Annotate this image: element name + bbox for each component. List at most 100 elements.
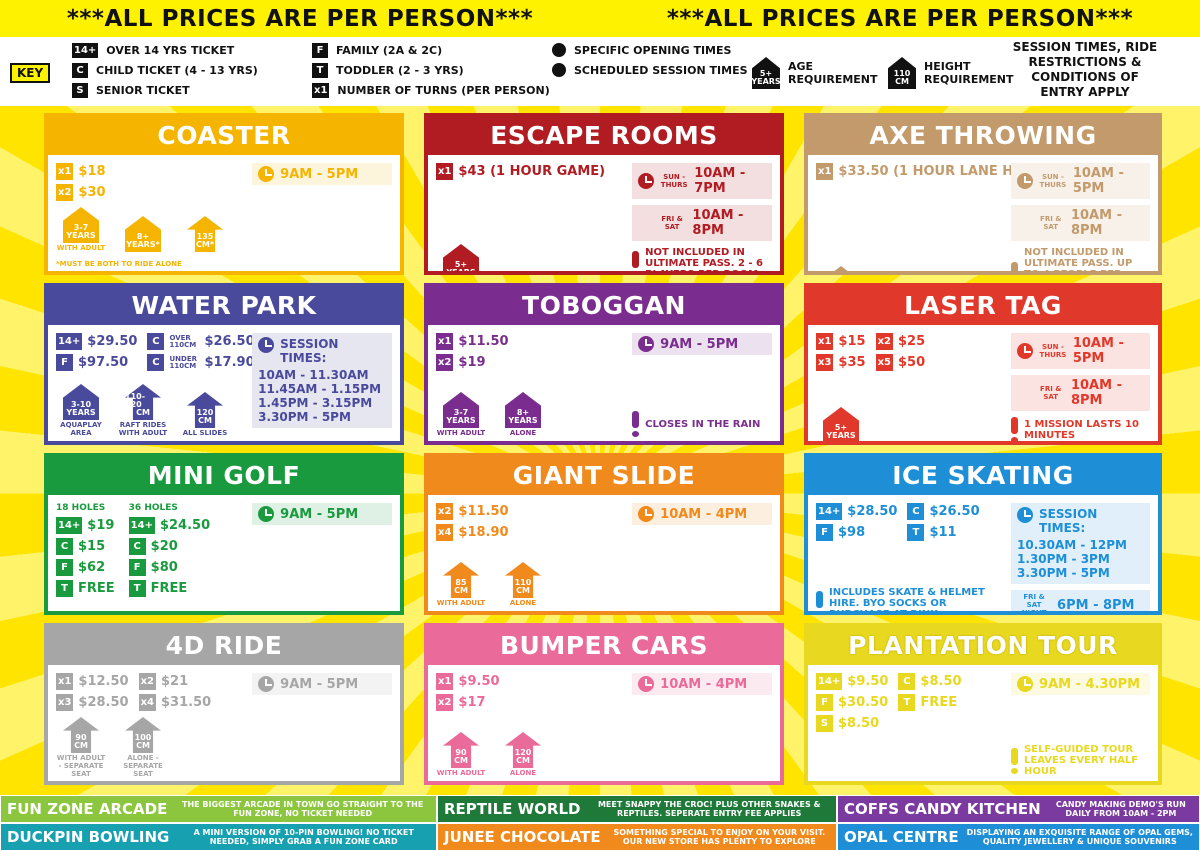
price: x2 $17	[436, 694, 500, 711]
requirement-badge: 135 CM*	[187, 216, 223, 252]
card-body: x1 $33.50 (1 HOUR LANE HIRE) 5+YEARS SUN - …	[808, 155, 1158, 271]
ticket-badge: x2	[875, 333, 893, 350]
alert-icon	[1011, 747, 1019, 774]
requirement: 5+YEARS	[816, 266, 866, 271]
badge-line: 3-7	[73, 223, 89, 232]
right-col: SUN - THURS 10AM - 5PM FRI & SAT 10AM - 8PM…	[1011, 163, 1150, 271]
ticket-badge: x1	[436, 333, 454, 350]
session-time: 11.45AM - 1.15PM	[258, 382, 382, 396]
requirement-badge: 8+ YEARS*	[125, 216, 161, 252]
price: x2 $30	[56, 184, 106, 201]
ticket-badge: x1	[436, 673, 454, 690]
badge-line: CM	[454, 756, 468, 765]
ticket-badge: C	[147, 354, 165, 371]
price-area: x1 $33.50 (1 HOUR LANE HIRE)	[816, 163, 1043, 180]
requirements: 90 CM WITH ADULT - SEPARATE SEAT 100 CM ALONE…	[56, 717, 244, 778]
night-days: FRI & SAT NIGHT	[1021, 593, 1047, 615]
session-time: 10AM - 11.30AM	[258, 368, 369, 382]
note: NOT INCLUDED IN ULTIMATE PASS. UP TO 4 P…	[1011, 247, 1150, 271]
price-value: $62	[78, 560, 106, 575]
clock-icon	[1017, 507, 1034, 523]
session-title: SESSION TIMES:	[1039, 507, 1098, 535]
right-col: SUN - THURS 10AM - 5PM FRI & SAT 10AM - 8PM…	[1011, 333, 1150, 441]
ticket-badge: x1	[816, 163, 834, 180]
price-value: $35	[838, 355, 866, 370]
attraction-card: ESCAPE ROOMS x1 $43 (1 HOUR GAME) 5+ YEARS SU…	[424, 113, 784, 275]
left-col: x1 $33.50 (1 HOUR LANE HIRE) 5+YEARS	[816, 163, 1043, 271]
ticket-badge: F	[128, 559, 146, 576]
attraction-card: TOBOGGAN x1 $11.50 x2 $19 3-7 YEARS WITH ADULT 8…	[424, 283, 784, 445]
price-value: $30	[78, 185, 106, 200]
ticket-badge: x4	[138, 694, 157, 711]
clock-icon	[552, 43, 566, 57]
attraction-card: ICE SKATING 14+ $28.50 C $26.50 F $98 T $11 INCLU…	[804, 453, 1162, 615]
price-group: x1 $9.50 x2 $17	[436, 673, 500, 711]
time-box: 9AM - 5PM	[252, 673, 392, 695]
price-value: $18.90	[458, 525, 509, 540]
extras-strip: FUN ZONE ARCADE THE BIGGEST ARCADE IN TOW…	[0, 795, 1200, 851]
badge-line: 85	[455, 578, 467, 587]
price-value: $28.50	[78, 695, 129, 710]
ticket-badge: F	[816, 694, 833, 711]
ticket-badge: C	[898, 673, 916, 690]
key-text: CHILD TICKET (4 - 13 YRS)	[96, 63, 258, 77]
card-title: PLANTATION TOUR	[808, 627, 1158, 665]
price-value: $25	[897, 334, 926, 349]
price: T FREE	[56, 580, 115, 597]
key-text: SENIOR TICKET	[96, 83, 190, 97]
badge-line: CM	[895, 77, 909, 86]
price: C $15	[56, 538, 115, 555]
badge-line: 110	[893, 69, 911, 78]
clock-icon	[258, 337, 275, 353]
time-days: FRI & SAT	[661, 215, 683, 231]
card-title: ESCAPE ROOMS	[428, 117, 780, 155]
price-group: x1 $12.50 x2 $21 x3 $28.50 x4 $31.50	[56, 673, 211, 711]
card-body: x1 $43 (1 HOUR GAME) 5+ YEARS SUN - THURS 10A…	[428, 155, 780, 271]
requirement-caption: ALONE	[509, 429, 537, 437]
requirement: 5+YEARS	[436, 244, 486, 271]
time-days: SUN - THURS	[1039, 343, 1067, 359]
price-group: x1 $15 x2 $25 x3 $35 x5 $50	[816, 333, 925, 371]
price-value: $11.50	[458, 334, 509, 349]
badge-line: YEARS*	[126, 240, 160, 249]
extra-name: DUCKPIN BOWLING	[7, 828, 170, 846]
card-title: TOBOGGAN	[428, 287, 780, 325]
card-body: 18 HOLES 14+ $19 C $15 F $62 T FREE 36 HOLES 14+ $2…	[48, 495, 400, 611]
badge-line: 110-120	[125, 392, 146, 409]
requirement-badge: 120 CM	[187, 392, 223, 428]
price: x2 $21	[138, 673, 212, 690]
card-title: COASTER	[48, 117, 400, 155]
time-box: FRI & SAT 10AM - 8PM	[632, 205, 772, 241]
card-body: x1 $12.50 x2 $21 x3 $28.50 x4 $31.50 90 CM WITH AD…	[48, 665, 400, 781]
price: C $26.50	[907, 503, 980, 520]
price-value: $18	[78, 164, 106, 179]
requirement: 110 CM ALONE	[498, 562, 548, 607]
price-area: 14+ $9.50 C $8.50 F $30.50 T FREE S $8.50	[816, 673, 1003, 732]
group-label: 36 HOLES	[128, 503, 178, 513]
time-box: 9AM - 5PM	[252, 503, 392, 525]
price-value: $11	[929, 525, 957, 540]
price-group: x1 $33.50 (1 HOUR LANE HIRE)	[816, 163, 1043, 180]
price: x5 $50	[875, 354, 925, 371]
note-text: 1 MISSION LASTS 10 MINUTES	[1024, 419, 1139, 441]
price-value: $11.50	[458, 504, 509, 519]
ticket-badge: F	[816, 524, 833, 541]
ticket-badge: C	[147, 333, 165, 350]
price-value: $19	[87, 518, 115, 533]
extra-text: MEET SNAPPY THE CROC! PLUS OTHER SNAKES …	[597, 800, 821, 818]
price-value: $24.50	[159, 518, 211, 533]
session-title: SESSION TIMES:	[280, 337, 339, 365]
price-value: $15	[78, 539, 106, 554]
time-value: 9AM - 5PM	[280, 506, 359, 522]
price-area: 18 HOLES 14+ $19 C $15 F $62 T FREE 36 HOLES 14+ $2…	[56, 503, 244, 597]
alert-icon	[816, 590, 823, 611]
price-area: x1 $11.50 x2 $19	[436, 333, 624, 371]
right-col: 9AM - 5PM	[252, 673, 392, 778]
price-value: $17	[458, 695, 486, 710]
price-value: $19	[458, 355, 486, 370]
card-body: 14+ $28.50 C $26.50 F $98 T $11 INCLUDES SKATE &…	[808, 495, 1158, 615]
left-col: x1 $15 x2 $25 x3 $35 x5 $50 5+ YEARS	[816, 333, 1003, 441]
clock-icon	[258, 506, 275, 522]
ticket-badge: x4	[436, 524, 454, 541]
price-value: FREE	[150, 581, 188, 596]
